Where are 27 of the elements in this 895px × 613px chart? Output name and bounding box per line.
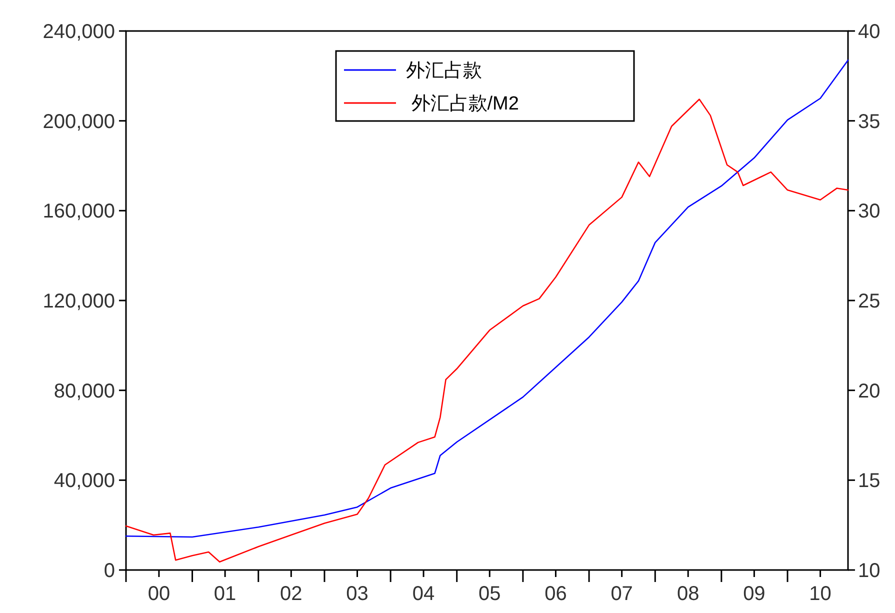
y-tick-label: 240,000 <box>42 21 115 43</box>
x-tick-label: 06 <box>544 583 567 605</box>
y-tick-label: 80,000 <box>54 380 115 402</box>
y2-tick-label: 40 <box>858 21 880 43</box>
y2-tick-label: 15 <box>858 470 880 492</box>
y2-tick-label: 30 <box>858 200 880 223</box>
legend-label: 外汇占款/M2 <box>406 94 519 115</box>
x-tick-label: 07 <box>610 583 633 605</box>
y-tick-label: 120,000 <box>42 290 115 312</box>
y-tick-label: 40,000 <box>54 470 115 492</box>
y-tick-label: 200,000 <box>42 110 115 133</box>
legend-label: 外汇占款 <box>406 60 482 82</box>
y2-tick-label: 25 <box>858 290 880 312</box>
x-tick-label: 02 <box>280 583 302 605</box>
x-tick-label: 09 <box>743 583 766 605</box>
y-tick-label: 160,000 <box>42 200 115 223</box>
y2-tick-label: 10 <box>858 560 880 582</box>
x-tick-label: 01 <box>214 583 236 605</box>
y-tick-label: 0 <box>104 560 115 582</box>
y2-tick-label: 20 <box>858 380 880 402</box>
x-tick-label: 05 <box>478 583 501 605</box>
y2-tick-label: 35 <box>858 110 880 133</box>
x-tick-label: 10 <box>809 583 832 605</box>
x-tick-label: 00 <box>148 583 170 605</box>
x-tick-label: 03 <box>346 583 368 605</box>
x-tick-label: 08 <box>676 583 700 605</box>
x-tick-label: 04 <box>412 583 435 605</box>
